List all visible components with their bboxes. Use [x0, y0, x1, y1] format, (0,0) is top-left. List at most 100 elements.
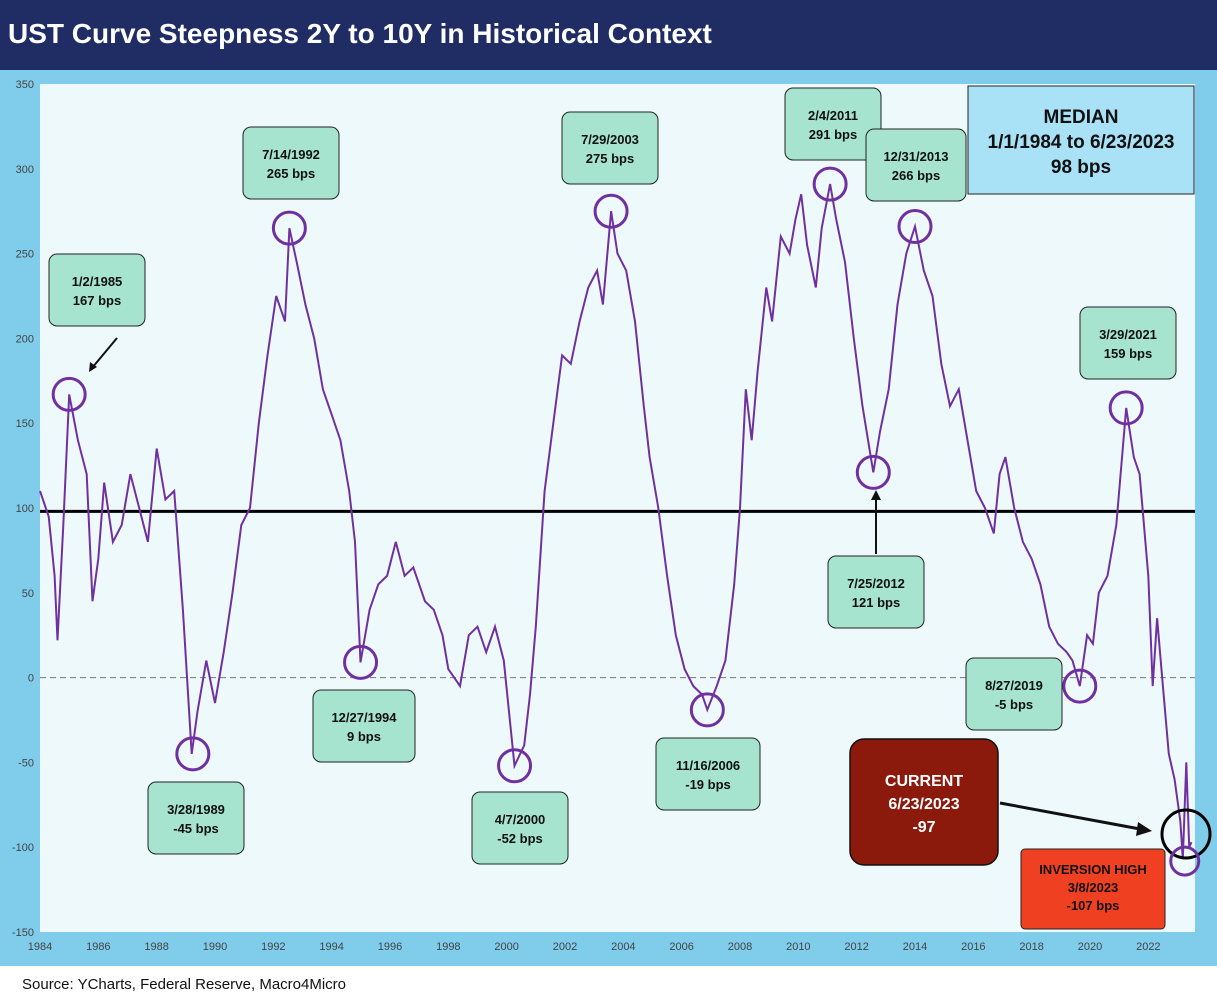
summary-boxes: MEDIAN 1/1/1984 to 6/23/2023 98 bps CURRENT…: [849, 85, 1212, 930]
x-tick-label: 2022: [1136, 941, 1160, 953]
x-tick-label: 2018: [1019, 941, 1043, 953]
y-axis-ticks: 350 300 250 200 150 100 50 0 -50 -100 -150: [12, 79, 34, 939]
current-box: [849, 738, 999, 866]
y-tick-label: 150: [16, 418, 34, 430]
annotation-value: -52 bps: [497, 831, 543, 846]
chart-area: 350 300 250 200 150 100 50 0 -50 -100 -150 1984 198…: [0, 70, 1217, 966]
annotation-box: [1079, 306, 1177, 380]
y-tick-label: 0: [28, 673, 34, 685]
inversion-box: [1020, 848, 1166, 930]
y-tick-label: 350: [16, 79, 34, 91]
annotation-value: 291 bps: [809, 127, 857, 142]
x-tick-label: 1986: [86, 941, 110, 953]
annotation-circle: [1062, 668, 1098, 704]
inversion-title: INVERSION HIGH: [1039, 862, 1147, 877]
y-tick-label: -50: [18, 757, 34, 769]
x-tick-label: 2020: [1078, 941, 1102, 953]
title-bar: UST Curve Steepness 2Y to 10Y in Histori…: [0, 0, 1217, 70]
annotation-box: [561, 111, 659, 185]
arrowhead-2012: [871, 490, 881, 500]
inversion-date: 3/8/2023: [1068, 880, 1119, 895]
x-tick-label: 1998: [436, 941, 460, 953]
spread-series-line: [39, 183, 1193, 860]
annotation-value: -5 bps: [995, 697, 1033, 712]
x-tick-label: 2006: [669, 941, 693, 953]
annotation-date: 1/2/1985: [72, 274, 123, 289]
y-tick-label: -150: [12, 927, 34, 939]
annotation-date: 3/29/2021: [1099, 327, 1157, 342]
annotation-box: [147, 781, 245, 855]
annotation-value: 265 bps: [267, 166, 315, 181]
annotation-date: 4/7/2000: [495, 812, 546, 827]
current-value: -97: [912, 819, 935, 836]
annotation-circle: [271, 210, 307, 246]
x-tick-label: 2008: [728, 941, 752, 953]
annotation-value: 159 bps: [1104, 346, 1152, 361]
annotation-date: 12/31/2013: [883, 149, 948, 164]
annotation-box: [784, 87, 882, 161]
annotation-value: 275 bps: [586, 151, 634, 166]
annotation-value: -19 bps: [685, 777, 731, 792]
x-tick-label: 1996: [378, 941, 402, 953]
y-tick-label: 100: [16, 503, 34, 515]
current-title: CURRENT: [885, 773, 963, 790]
annotation-date: 7/25/2012: [847, 576, 905, 591]
inversion-circle: [1169, 845, 1201, 877]
x-tick-label: 1994: [319, 941, 343, 953]
arrowhead-1985: [89, 362, 97, 372]
y-tick-label: 250: [16, 249, 34, 261]
current-arrow: [999, 801, 1141, 831]
annotation-circle: [689, 692, 725, 728]
y-tick-label: 200: [16, 333, 34, 345]
median-title: MEDIAN: [1044, 107, 1119, 128]
annotation-circle: [812, 166, 848, 202]
annotation-box: [827, 555, 925, 629]
annotation-circle: [897, 208, 933, 244]
annotation-callouts: 1/2/1985 167 bps 7/14/1992 265 bps 3/28/1989…: [48, 87, 1177, 865]
annotation-value: 9 bps: [347, 729, 381, 744]
x-tick-label: 2010: [786, 941, 810, 953]
annotation-circle: [51, 376, 87, 412]
annotation-date: 7/14/1992: [262, 147, 320, 162]
annotation-box: [48, 253, 146, 327]
annotation-circle: [343, 644, 379, 680]
x-tick-label: 2014: [903, 941, 927, 953]
annotation-box: [471, 791, 569, 865]
annotation-date: 8/27/2019: [985, 678, 1043, 693]
y-tick-label: 50: [22, 588, 34, 600]
inversion-value: -107 bps: [1067, 898, 1120, 913]
annotation-markers: [51, 166, 1144, 784]
x-tick-label: 1984: [28, 941, 52, 953]
x-tick-label: 2016: [961, 941, 985, 953]
annotation-date: 11/16/2006: [676, 758, 740, 773]
current-date: 6/23/2023: [888, 796, 959, 813]
annotation-circle: [855, 454, 891, 490]
annotation-date: 2/4/2011: [808, 108, 858, 123]
source-note: Source: YCharts, Federal Reserve, Macro4…: [22, 976, 347, 993]
annotation-value: 121 bps: [852, 595, 900, 610]
annotation-box: [312, 689, 416, 763]
annotation-date: 3/28/1989: [167, 802, 225, 817]
annotation-value: 266 bps: [892, 168, 940, 183]
annotation-box: [242, 126, 340, 200]
annotation-circle: [175, 736, 211, 772]
y-tick-label: 300: [16, 164, 34, 176]
annotation-box: [865, 128, 967, 202]
annotation-value: -45 bps: [173, 821, 219, 836]
annotation-box: [655, 737, 761, 811]
current-circle: [1160, 808, 1212, 860]
annotation-circle: [497, 748, 533, 784]
x-tick-label: 2012: [844, 941, 868, 953]
annotation-box: [965, 657, 1063, 731]
annotation-value: 167 bps: [73, 293, 121, 308]
median-value: 98 bps: [1051, 157, 1111, 178]
x-tick-label: 1990: [203, 941, 227, 953]
annotation-circle: [1108, 390, 1144, 426]
x-tick-label: 1988: [144, 941, 168, 953]
arrow-1985: [91, 337, 118, 369]
x-tick-label: 1992: [261, 941, 285, 953]
y-tick-label: -100: [12, 842, 34, 854]
current-arrowhead: [1136, 822, 1152, 836]
chart-title: UST Curve Steepness 2Y to 10Y in Histori…: [8, 18, 712, 49]
x-axis-ticks: 1984 1986 1988 1990 1992 1994 1996 1998 2000 2002…: [28, 941, 1161, 953]
